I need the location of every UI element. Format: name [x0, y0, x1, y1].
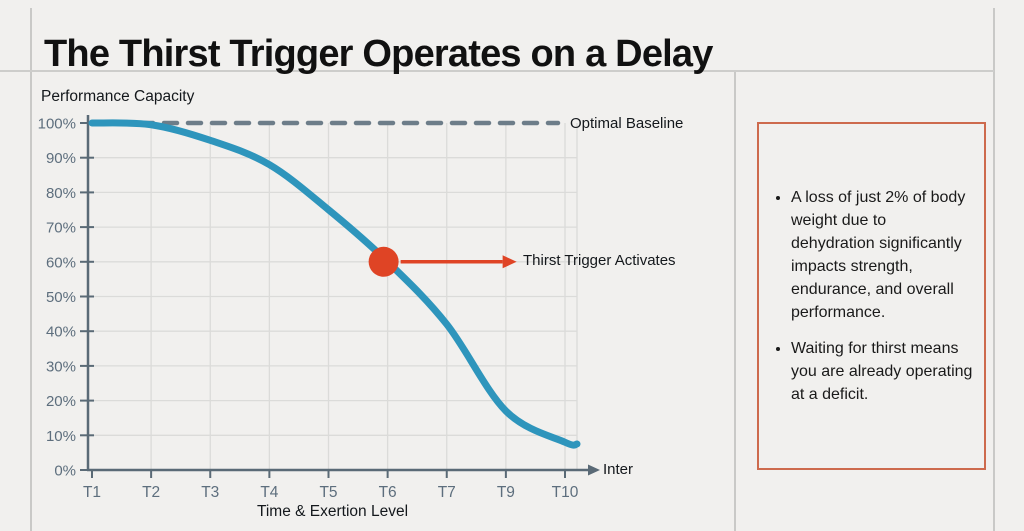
- right-border-line: [993, 8, 995, 531]
- content-divider-line: [734, 70, 736, 531]
- x-tick-label: T9: [497, 484, 515, 501]
- annotation-arrowhead: [502, 255, 517, 269]
- y-tick-label: 10%: [46, 428, 76, 445]
- y-tick-label: 0%: [54, 463, 76, 480]
- y-tick-label: 70%: [46, 220, 76, 237]
- y-tick-label: 60%: [46, 254, 76, 271]
- thirst-trigger-point: [368, 246, 399, 277]
- key-points-panel: A loss of just 2% of body weight due to …: [757, 122, 986, 470]
- x-axis-title: Time & Exertion Level: [256, 503, 409, 520]
- y-tick-label: 20%: [46, 393, 76, 410]
- title-divider-line: [0, 70, 994, 72]
- y-tick-label: 100%: [38, 116, 76, 133]
- x-tick-label: T1: [83, 484, 101, 501]
- x-tick-label: T2: [142, 484, 160, 501]
- x-tick-label: T7: [438, 484, 456, 501]
- x-tick-label: T10: [552, 484, 579, 501]
- y-tick-label: 50%: [46, 289, 76, 306]
- y-axis-title: Performance Capacity: [41, 88, 195, 105]
- x-axis-arrow-label: Inter: [603, 461, 634, 478]
- list-item: Waiting for thirst means you are already…: [791, 337, 974, 406]
- y-tick-label: 80%: [46, 185, 76, 202]
- optimal-baseline-label: Optimal Baseline: [570, 115, 684, 132]
- list-item: A loss of just 2% of body weight due to …: [791, 186, 974, 324]
- y-tick-label: 40%: [46, 324, 76, 341]
- page-title: The Thirst Trigger Operates on a Delay: [44, 33, 713, 76]
- x-tick-label: T3: [201, 484, 219, 501]
- x-tick-label: T5: [319, 484, 337, 501]
- key-points-list: A loss of just 2% of body weight due to …: [759, 186, 984, 406]
- thirst-trigger-annotation-label: Thirst Trigger Activates: [523, 252, 676, 269]
- y-tick-label: 30%: [46, 358, 76, 375]
- performance-curve: [88, 119, 581, 449]
- x-tick-label: T4: [260, 484, 278, 501]
- x-axis-arrowhead: [588, 464, 600, 476]
- left-border-line: [30, 8, 32, 531]
- y-tick-label: 90%: [46, 150, 76, 167]
- x-tick-label: T6: [379, 484, 397, 501]
